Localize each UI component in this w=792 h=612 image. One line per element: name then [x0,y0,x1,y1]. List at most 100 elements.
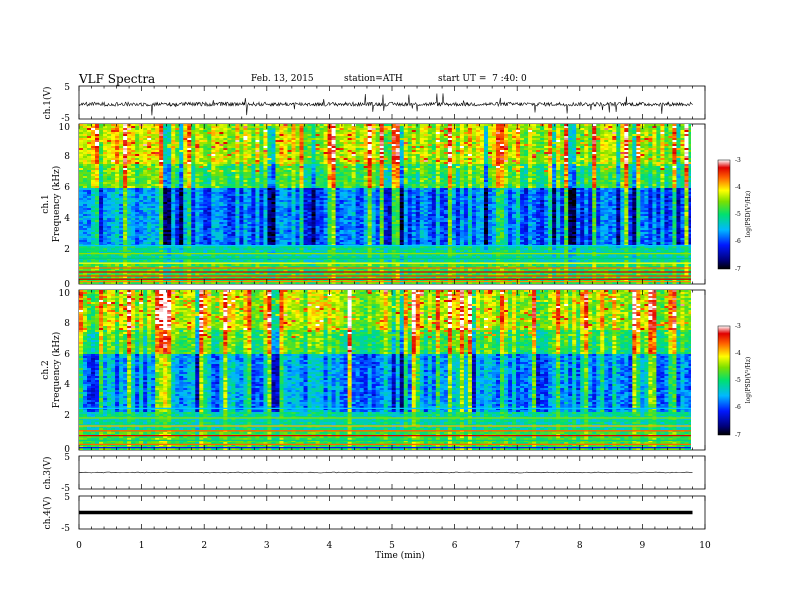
spectrogram-cell [263,128,268,131]
spectrogram-cell [255,146,260,149]
spectrogram-cell [199,132,204,135]
spectrogram-cell [95,182,100,185]
spectrogram-cell [175,164,180,167]
spectrogram-cell [295,246,300,249]
spectrogram-cell [107,250,112,253]
spectrogram-cell [255,134,260,137]
spectrogram-cell [115,258,120,261]
spectrogram-cell [111,226,116,229]
spectrogram-cell [219,134,224,137]
spectrogram-cell [119,126,124,129]
spectrogram-cell [147,246,152,249]
spectrogram-cell [179,134,184,137]
spectrogram-cell [235,214,240,217]
spectrogram-cell [263,222,268,225]
spectrogram-cell [167,258,172,261]
spectrogram-cell [107,156,112,159]
spectrogram-cell [91,206,96,209]
spectrogram-cell [135,128,140,131]
spectrogram-cell [207,196,212,199]
spectrogram-cell [167,138,172,141]
spectrogram-cell [219,168,224,171]
spectrogram-cell [211,230,216,233]
spectrogram-cell [135,180,140,183]
spectrogram-cell [123,132,128,135]
spectrogram-cell [255,150,260,153]
spectrogram-cell [235,194,240,197]
spectrogram-cell [163,242,168,245]
spectrogram-cell [171,144,176,147]
spectrogram-cell [263,232,268,235]
spectrogram-cell [131,260,136,263]
spectrogram-cell [179,216,184,219]
spectrogram-cell [155,182,160,185]
spectrogram-cell [79,138,84,141]
spectrogram-cell [275,214,280,217]
spectrogram-cell [255,230,260,233]
spectrogram-cell [99,188,104,191]
spectrogram-cell [263,168,268,171]
spectrogram-cell [123,224,128,227]
spectrogram-cell [279,196,284,199]
spectrogram-cell [199,212,204,215]
spectrogram-cell [191,130,196,133]
spectrogram-cell [231,132,236,135]
spectrogram-cell [211,156,216,159]
spectrogram-cell [227,226,232,229]
spectrogram-cell [87,274,92,277]
spectrogram-cell [179,196,184,199]
spectrogram-cell [191,224,196,227]
spectrogram-cell [151,270,156,273]
spectrogram-cell [219,140,224,143]
spectrogram-cell [151,210,156,213]
spectrogram-cell [131,168,136,171]
spectrogram-cell [255,246,260,249]
spectrogram-cell [207,250,212,253]
spectrogram-cell [83,266,88,269]
spectrogram-cell [235,170,240,173]
spectrogram-cell [279,180,284,183]
spectrogram-cell [199,264,204,267]
spectrogram-cell [271,192,276,195]
spectrogram-cell [215,264,220,267]
spectrogram-cell [243,160,248,163]
spectrogram-cell [199,260,204,263]
spectrogram-cell [91,270,96,273]
spectrogram-cell [215,248,220,251]
spectrogram-cell [179,242,184,245]
spectrogram-cell [115,138,120,141]
spectrogram-cell [295,204,300,207]
spectrogram-cell [295,276,300,279]
spectrogram-cell [279,136,284,139]
spectrogram-cell [115,192,120,195]
spectrogram-cell [175,272,180,275]
spectrogram-cell [215,222,220,225]
spectrogram-cell [195,208,200,211]
spectrogram-cell [251,204,256,207]
spectrogram-cell [151,274,156,277]
spectrogram-cell [83,242,88,245]
spectrogram-cell [179,170,184,173]
spectrogram-cell [239,248,244,251]
spectrogram-cell [79,178,84,181]
spectrogram-cell [203,128,208,131]
spectrogram-cell [119,216,124,219]
spectrogram-cell [79,154,84,157]
spectrogram-cell [159,242,164,245]
spectrogram-cell [119,152,124,155]
spectrogram-cell [291,176,296,179]
spectrogram-cell [83,128,88,131]
spectrogram-cell [167,184,172,187]
spectrogram-cell [215,178,220,181]
spectrogram-cell [87,208,92,211]
spectrogram-cell [131,268,136,271]
spectrogram-cell [283,184,288,187]
spectrogram-cell [87,226,92,229]
spectrogram-cell [147,240,152,243]
spectrogram-cell [155,180,160,183]
spectrogram-cell [243,274,248,277]
spectrogram-cell [103,238,108,241]
spectrogram-cell [111,126,116,129]
spectrogram-cell [151,246,156,249]
spectrogram-cell [143,134,148,137]
